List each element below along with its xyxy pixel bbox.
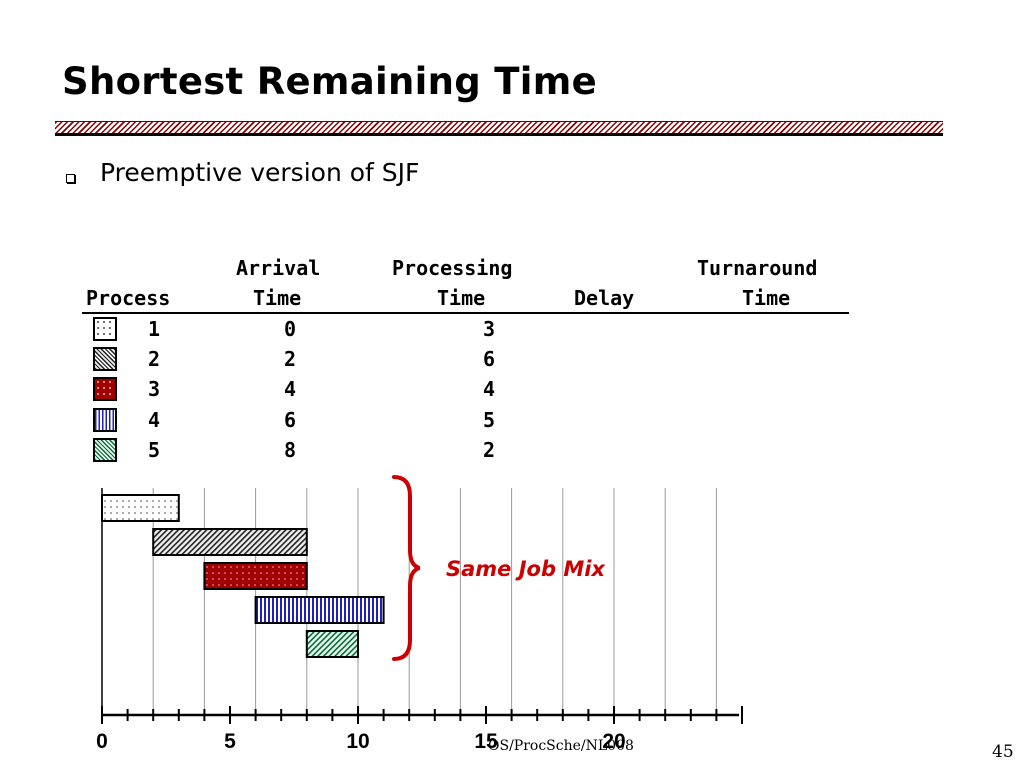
- pattern-swatch-process-2: [93, 347, 117, 371]
- pattern-swatch-process-5: [93, 438, 117, 462]
- same-job-mix-label: Same Job Mix: [446, 557, 605, 581]
- cell-process-2: 2: [148, 347, 161, 371]
- pattern-swatch-process-4: [93, 408, 117, 432]
- curly-brace-icon: [392, 475, 420, 661]
- cell-process-5: 5: [148, 438, 161, 462]
- header-process: Process: [86, 286, 171, 310]
- slide-title: Shortest Remaining Time: [62, 60, 598, 103]
- cell-processing-4: 5: [483, 408, 496, 432]
- bullet-square-icon: [66, 174, 75, 183]
- cell-processing-1: 3: [483, 317, 496, 341]
- cell-arrival-3: 4: [284, 377, 297, 401]
- header-turnaround-bottom: Time: [742, 286, 791, 310]
- cell-processing-5: 2: [483, 438, 496, 462]
- header-processing-bottom: Time: [437, 286, 486, 310]
- cell-processing-2: 6: [483, 347, 496, 371]
- cell-processing-3: 4: [483, 377, 496, 401]
- x-tick-label: 0: [96, 730, 108, 753]
- cell-process-4: 4: [148, 408, 161, 432]
- pattern-swatch-process-3: [93, 377, 117, 401]
- x-tick-label: 15: [474, 730, 498, 753]
- table-header-rule: [82, 312, 849, 314]
- gantt-bar-process-4: [254, 596, 385, 624]
- page-number: 45: [992, 742, 1014, 762]
- cell-process-3: 3: [148, 377, 161, 401]
- title-underline-black: [55, 133, 943, 136]
- header-arrival-top: Arrival: [236, 256, 321, 280]
- gantt-bar-process-5: [305, 630, 359, 658]
- pattern-swatch-process-1: [93, 317, 117, 341]
- title-underline-hatched: [55, 121, 943, 134]
- x-tick-label: 10: [346, 730, 369, 753]
- footer-text: OS/ProcSche/NL008: [488, 738, 634, 754]
- cell-arrival-4: 6: [284, 408, 297, 432]
- x-tick-label: 5: [224, 730, 236, 753]
- cell-arrival-2: 2: [284, 347, 297, 371]
- x-tick-label: 20: [602, 730, 625, 753]
- gantt-bar-process-1: [101, 494, 180, 522]
- gantt-bar-process-2: [152, 528, 308, 556]
- header-turnaround-top: Turnaround: [697, 256, 818, 280]
- header-arrival-bottom: Time: [253, 286, 302, 310]
- cell-process-1: 1: [148, 317, 161, 341]
- cell-arrival-5: 8: [284, 438, 297, 462]
- bullet-text: Preemptive version of SJF: [100, 158, 420, 187]
- cell-arrival-1: 0: [284, 317, 297, 341]
- header-delay: Delay: [574, 286, 635, 310]
- header-processing-top: Processing: [392, 256, 513, 280]
- gantt-bar-process-3: [203, 562, 308, 590]
